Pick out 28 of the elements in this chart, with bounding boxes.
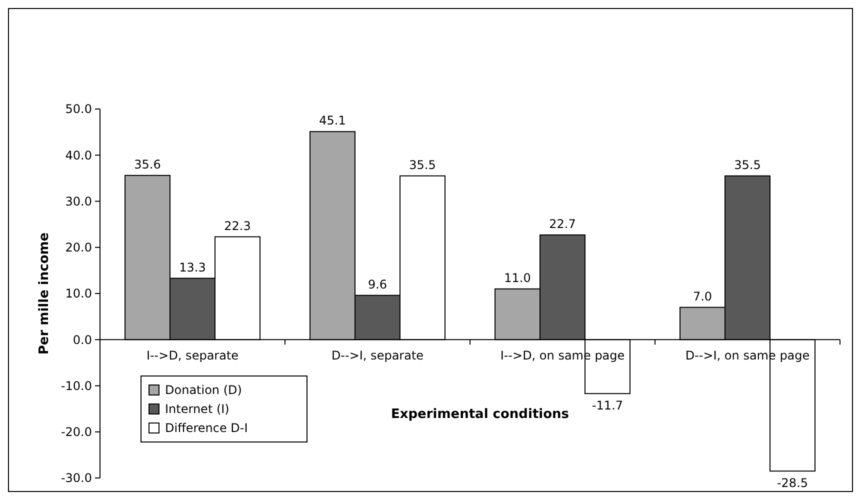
y-tick-label: 20.0	[65, 240, 92, 255]
data-label: 22.3	[224, 218, 251, 233]
y-tick-label: 50.0	[65, 102, 92, 116]
data-label: 45.1	[319, 114, 346, 128]
legend-label: Difference D-I	[165, 421, 248, 436]
data-label: 7.0	[692, 289, 712, 304]
legend-label: Donation (D)	[165, 383, 242, 398]
data-label: 35.5	[409, 158, 436, 172]
y-axis-title: Per mille income	[37, 232, 52, 355]
data-label: -11.7	[592, 398, 624, 413]
legend-label: Internet (I)	[165, 402, 230, 416]
data-label: 11.0	[504, 270, 531, 285]
y-tick-label: -20.0	[60, 425, 92, 440]
data-label: 9.6	[368, 277, 388, 292]
data-label: 13.3	[179, 260, 206, 274]
y-tick-label: -30.0	[60, 471, 92, 486]
y-tick-label: 0.0	[72, 332, 92, 347]
y-tick-label: 30.0	[65, 194, 92, 208]
x-tick-label: I-->D, separate	[146, 348, 239, 363]
data-label: 22.7	[549, 216, 576, 231]
data-label: 35.5	[734, 158, 761, 172]
y-tick-label: 40.0	[65, 148, 92, 162]
x-axis-title: Experimental conditions	[390, 407, 570, 422]
y-tick-label: -10.0	[60, 378, 92, 393]
data-label: 35.6	[134, 157, 161, 172]
x-tick-label: D-->I, separate	[331, 348, 424, 363]
data-label: -28.5	[776, 476, 808, 490]
y-tick-label: 10.0	[65, 286, 92, 301]
